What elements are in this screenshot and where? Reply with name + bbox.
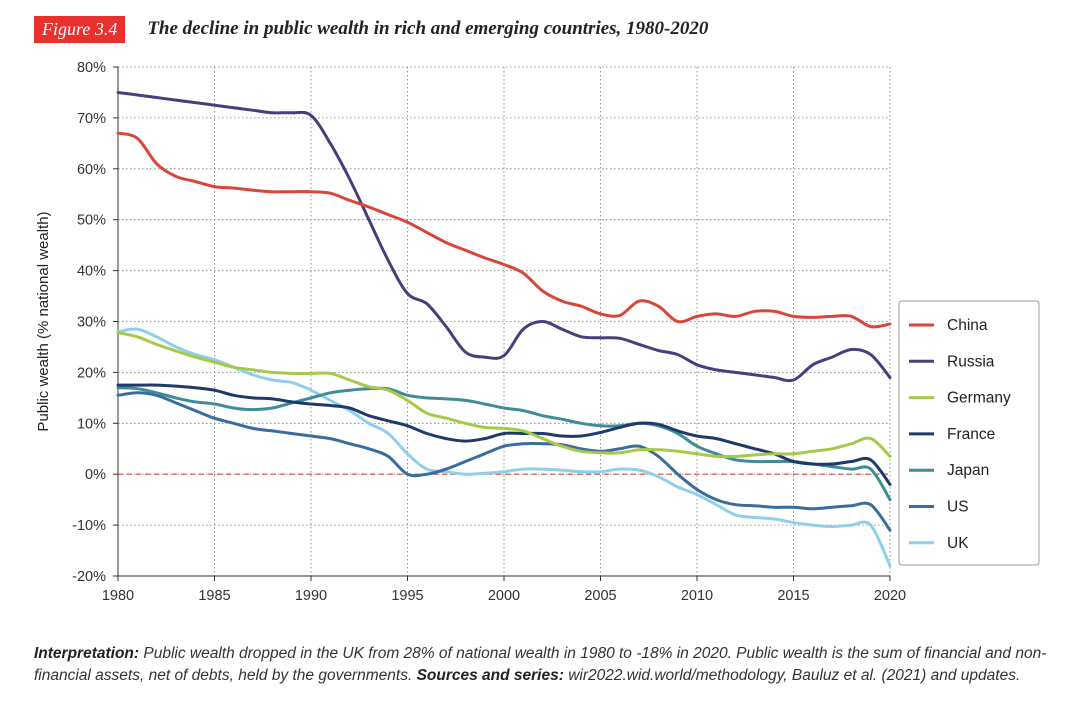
x-tick-label: 2015 — [777, 588, 809, 604]
legend-label-france: France — [947, 426, 995, 443]
series-line-china — [116, 131, 892, 329]
legend-label-russia: Russia — [947, 353, 995, 370]
y-tick-label: 10% — [77, 416, 106, 432]
sources-text: wir2022.wid.world/methodology, Bauluz et… — [563, 667, 1021, 684]
legend-label-us: US — [947, 499, 969, 516]
y-tick-label: 50% — [77, 213, 106, 229]
y-tick-label: 30% — [77, 315, 106, 331]
interpretation-text: Public wealth dropped in the UK from 28%… — [34, 645, 1047, 684]
y-tick-label: 0% — [85, 467, 106, 483]
x-tick-label: 2020 — [874, 588, 906, 604]
x-tick-label: 1985 — [198, 588, 230, 604]
y-tick-label: 70% — [77, 111, 106, 127]
series-line-us — [116, 391, 892, 532]
series-line-uk — [116, 327, 892, 568]
series-line-japan — [116, 386, 892, 502]
x-tick-label: 2000 — [488, 588, 520, 604]
y-tick-label: 40% — [77, 264, 106, 280]
series-line-france — [116, 383, 892, 486]
figure-badge: Figure 3.4 — [34, 15, 126, 43]
x-tick-label: 1990 — [295, 588, 327, 604]
y-tick-label: 20% — [77, 365, 106, 381]
line-chart: -20% -10% 0% 10% 20% 30% 40% 50% 60% 70% 80% 1980 19… — [35, 60, 1040, 604]
y-tick-label: 80% — [77, 60, 106, 76]
legend-label-uk: UK — [947, 535, 969, 552]
legend-box — [898, 300, 1040, 566]
sources-label: Sources and series: — [416, 667, 564, 684]
y-tick-label: 60% — [77, 162, 106, 178]
y-tick-label: -10% — [72, 518, 106, 534]
x-tick-label: 1995 — [391, 588, 423, 604]
interpretation-label: Interpretation: — [34, 645, 140, 662]
legend-label-germany: Germany — [947, 390, 1011, 407]
x-tick-label: 2010 — [681, 588, 713, 604]
legend: China Russia Germany France Japan US UK — [898, 300, 1040, 566]
x-tick-label: 2005 — [584, 588, 616, 604]
gridlines — [117, 66, 891, 577]
legend-label-china: China — [947, 317, 988, 334]
series-line-germany — [116, 331, 892, 459]
interpretation-note: Interpretation: Public wealth dropped in… — [34, 643, 1059, 687]
figure-title: The decline in public wealth in rich and… — [147, 18, 709, 39]
figure-header: Figure 3.4 The decline in public wealth … — [34, 14, 708, 44]
series-line-russia — [116, 91, 892, 383]
y-tick-label: -20% — [72, 569, 106, 585]
legend-label-japan: Japan — [947, 462, 989, 479]
x-tick-label: 1980 — [102, 588, 134, 604]
y-axis-label: Public wealth (% national wealth) — [35, 211, 52, 431]
